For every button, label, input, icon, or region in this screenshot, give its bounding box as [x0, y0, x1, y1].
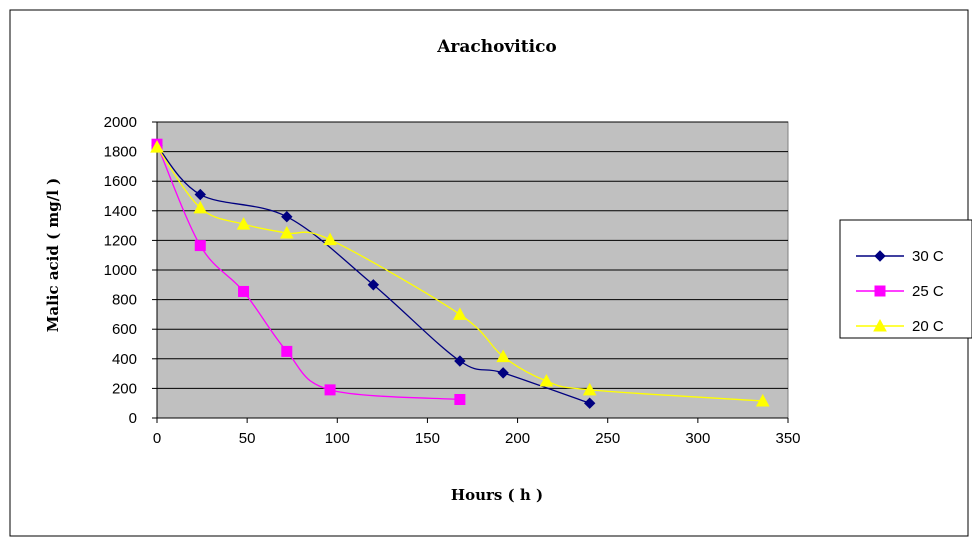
x-tick-labels: 0 50 100 150 200 250 300 350: [153, 418, 801, 447]
y-tick-label: 800: [112, 292, 137, 309]
data-point: [324, 384, 336, 396]
legend-label: 25 C: [912, 283, 944, 300]
y-tick-label: 600: [112, 321, 137, 338]
legend-box: [839, 219, 972, 339]
x-tick-label: 100: [325, 430, 350, 447]
y-tick-label: 1400: [104, 203, 137, 220]
chart-title: Arachovitico: [436, 37, 557, 57]
data-point: [454, 394, 466, 405]
data-point: [236, 217, 251, 230]
data-point: [453, 307, 467, 320]
data-point: [281, 345, 293, 357]
data-point: [193, 200, 208, 214]
data-point: [582, 382, 597, 396]
data-point: [194, 240, 206, 252]
series-layer: [150, 138, 770, 409]
y-axis-label: Malic acid ( mg/l ): [44, 178, 62, 333]
legend: 30 C 25 C 20 C: [839, 219, 972, 339]
x-tick-label: 350: [775, 430, 800, 447]
series-1: [151, 138, 466, 405]
y-tick-label: 200: [112, 380, 137, 397]
data-point: [238, 285, 250, 297]
x-tick-label: 200: [505, 430, 530, 447]
y-tick-label: 1800: [104, 144, 137, 161]
x-tick-label: 300: [685, 430, 710, 447]
y-tick-label: 1600: [104, 173, 137, 190]
data-point: [539, 373, 554, 387]
data-point: [281, 211, 293, 223]
legend-marker: [873, 318, 887, 332]
y-tick-label: 2000: [104, 114, 137, 131]
legend-label: 30 C: [912, 248, 944, 265]
data-point: [454, 355, 466, 367]
y-tick-label: 1000: [104, 262, 137, 279]
gridlines: [157, 121, 788, 389]
series-2: [150, 140, 770, 407]
legend-marker: [874, 250, 886, 262]
data-point: [194, 188, 206, 201]
x-tick-label: 150: [415, 430, 440, 447]
data-point: [279, 225, 294, 239]
series-line: [156, 143, 460, 401]
x-tick-label: 0: [153, 430, 161, 447]
x-tick-label: 50: [239, 430, 256, 447]
y-tick-label: 0: [129, 410, 137, 427]
y-tick-labels: 0 200 400 600 800 1000 1200 1400 1600 1800 2000: [104, 114, 157, 427]
data-point: [323, 232, 337, 246]
data-point: [367, 279, 380, 291]
y-tick-label: 1200: [104, 232, 137, 249]
data-point: [496, 349, 510, 363]
data-point: [583, 397, 596, 409]
data-point: [150, 140, 164, 153]
data-point: [755, 393, 770, 407]
x-tick-label: 250: [595, 430, 620, 447]
legend-label: 20 C: [912, 318, 944, 335]
x-axis-label: Hours ( h ): [451, 486, 543, 504]
data-point: [497, 367, 509, 379]
y-tick-label: 400: [112, 351, 137, 368]
legend-marker: [874, 285, 886, 297]
